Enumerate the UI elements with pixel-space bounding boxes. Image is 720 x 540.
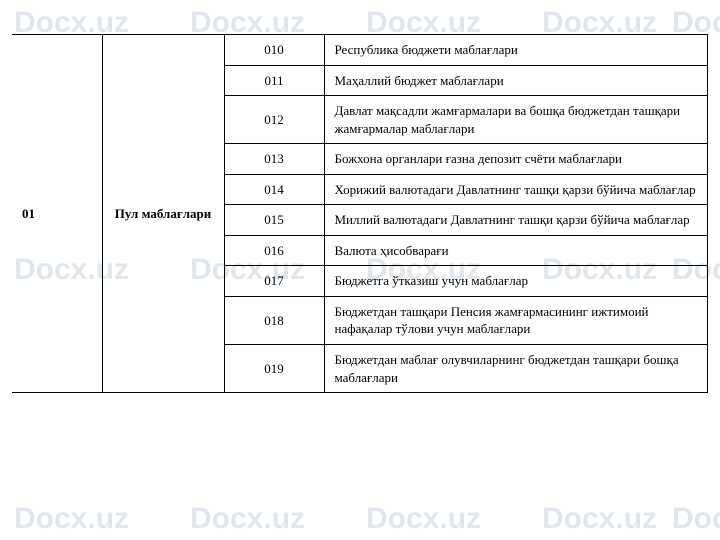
subcode-cell: 019 [224, 345, 324, 393]
description-cell: Давлат мақсадли жамғармалари ва бошқа бю… [324, 96, 708, 144]
subcode-cell: 011 [224, 65, 324, 96]
table-body: 01Пул маблағлари010Республика бюджети ма… [12, 35, 708, 393]
description-cell: Миллий валютадаги Давлатнинг ташқи қарзи… [324, 205, 708, 236]
description-cell: Хорижий валютадаги Давлатнинг ташқи қарз… [324, 174, 708, 205]
description-cell: Республика бюджети маблағлари [324, 35, 708, 66]
description-cell: Валюта ҳисобварағи [324, 235, 708, 266]
watermark-text: Docx.uz [542, 502, 657, 536]
subcode-cell: 015 [224, 205, 324, 236]
description-cell: Бюджетдан маблағ олувчиларнинг бюджетдан… [324, 345, 708, 393]
budget-codes-table: 01Пул маблағлари010Республика бюджети ма… [12, 34, 708, 393]
subcode-cell: 018 [224, 296, 324, 344]
subcode-cell: 010 [224, 35, 324, 66]
watermark-text: Docx.uz [366, 502, 481, 536]
description-cell: Маҳаллий бюджет маблағлари [324, 65, 708, 96]
subcode-cell: 016 [224, 235, 324, 266]
main-code-cell: 01 [12, 35, 102, 393]
watermark-text: Docx.uz [190, 502, 305, 536]
subcode-cell: 012 [224, 96, 324, 144]
category-cell: Пул маблағлари [102, 35, 224, 393]
subcode-cell: 014 [224, 174, 324, 205]
description-cell: Божхона органлари ғазна депозит счёти ма… [324, 144, 708, 175]
subcode-cell: 017 [224, 266, 324, 297]
description-cell: Бюджетдан ташқари Пенсия жамғармасининг … [324, 296, 708, 344]
watermark-text: Doc [672, 502, 720, 536]
subcode-cell: 013 [224, 144, 324, 175]
table-row: 01Пул маблағлари010Республика бюджети ма… [12, 35, 708, 66]
description-cell: Бюджетга ўтказиш учун маблағлар [324, 266, 708, 297]
data-table: 01Пул маблағлари010Республика бюджети ма… [12, 34, 708, 393]
watermark-text: Docx.uz [14, 502, 129, 536]
